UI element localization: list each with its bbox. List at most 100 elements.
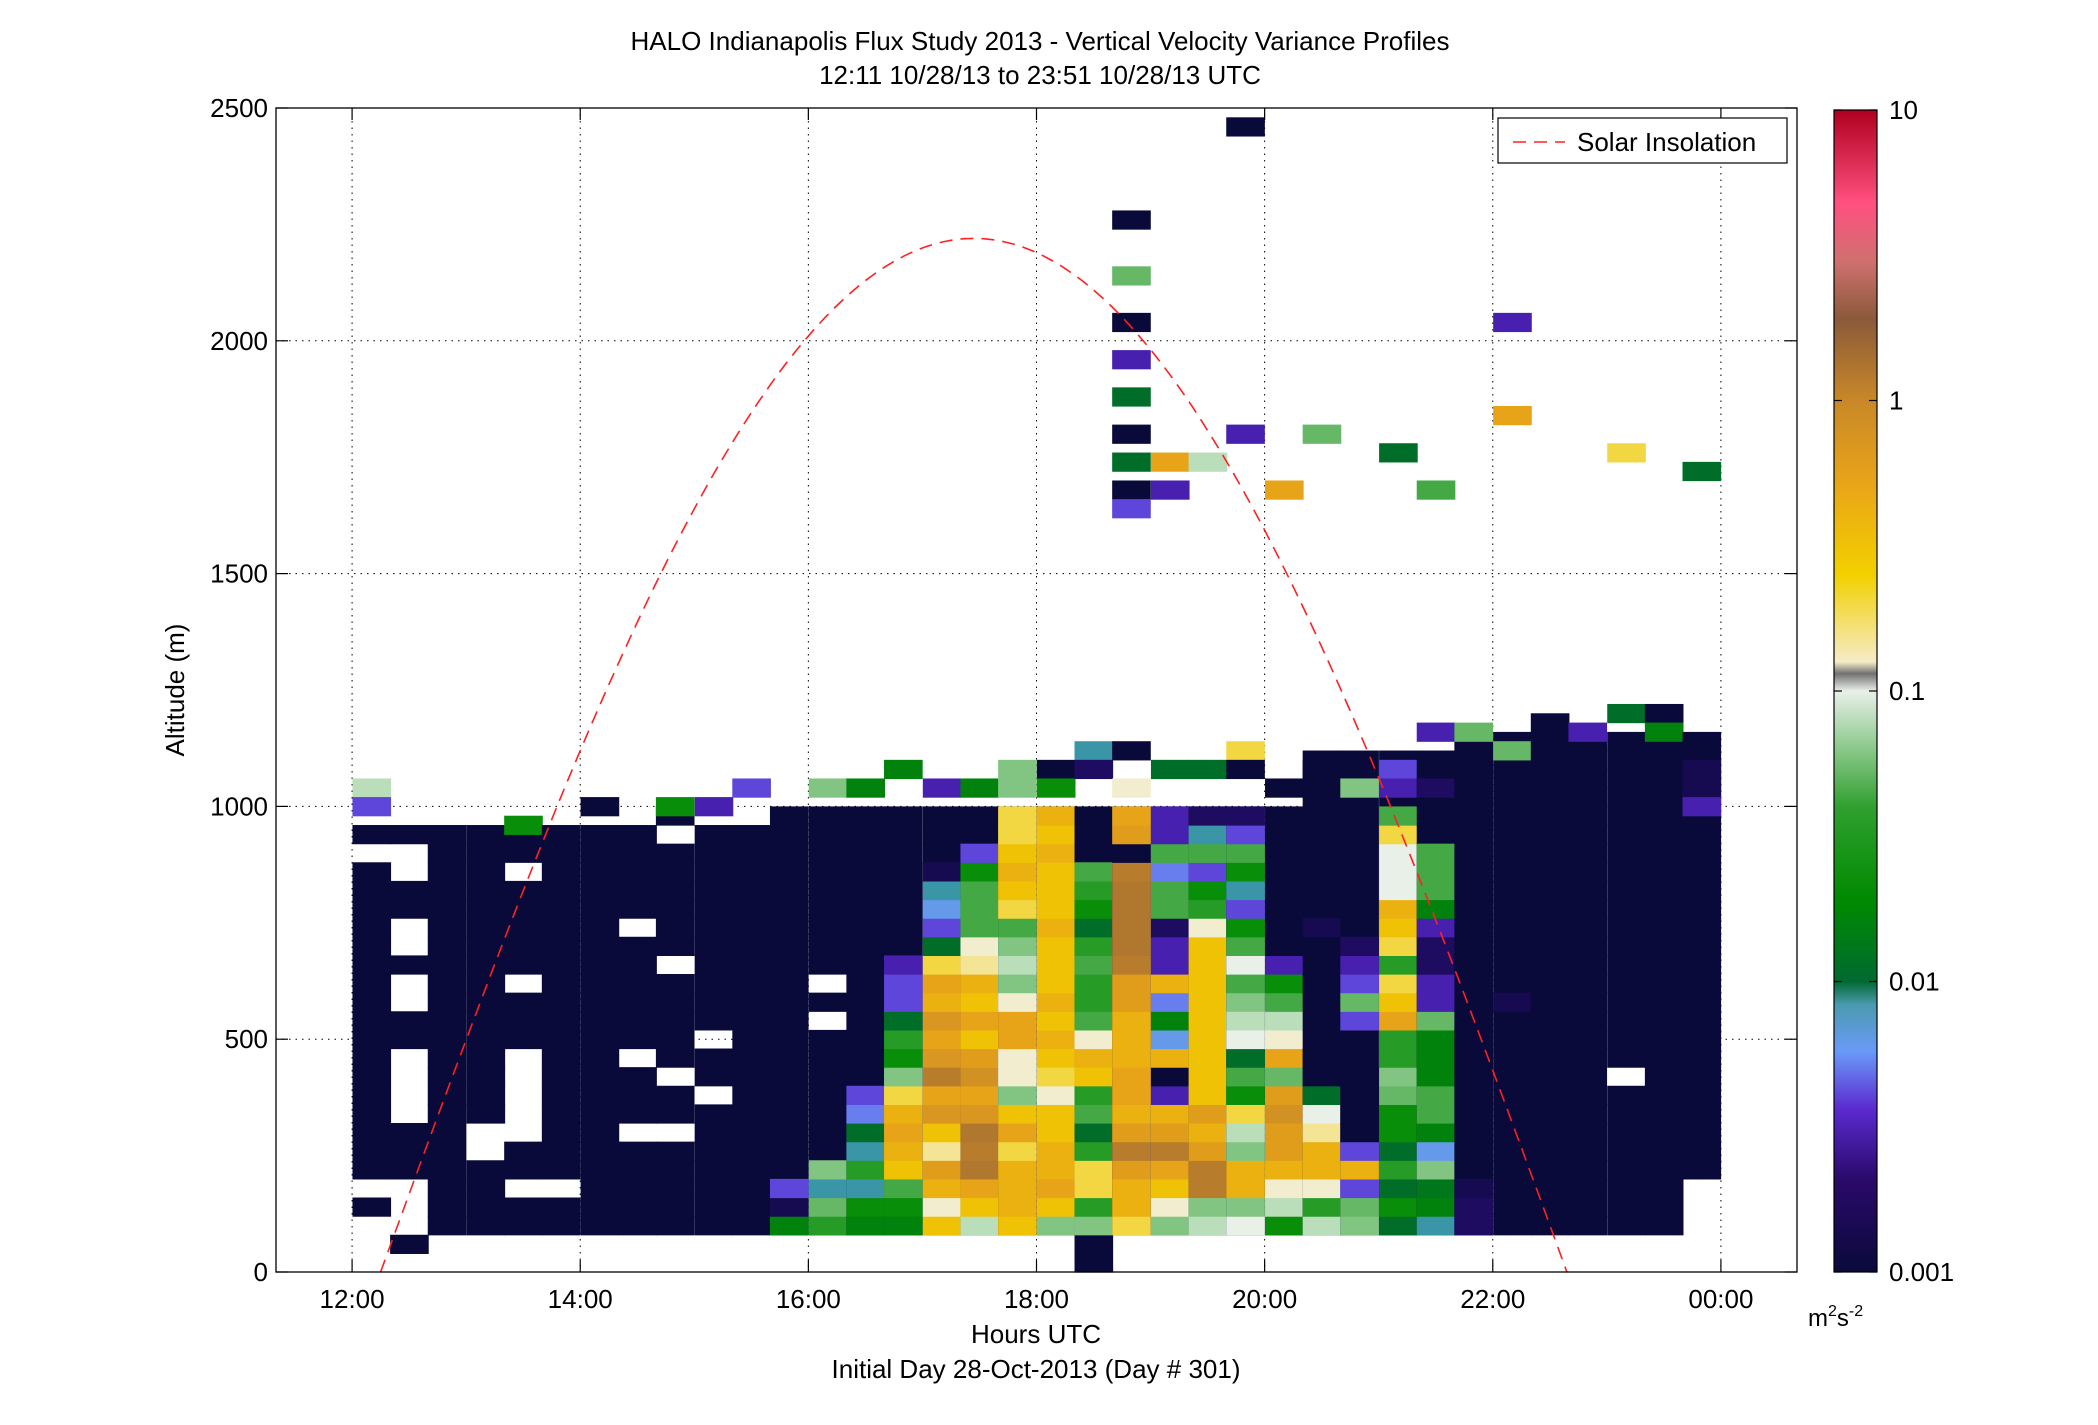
heatmap-cell <box>541 992 581 1012</box>
legend-label-solar-insolation: Solar Insolation <box>1577 127 1756 157</box>
heatmap-cell <box>694 1011 734 1031</box>
heatmap-cell <box>1607 703 1646 724</box>
heatmap-cell <box>1568 1160 1608 1180</box>
colorbar-unit-sup1: 2 <box>1828 1303 1837 1320</box>
heatmap-cell <box>1607 1141 1646 1161</box>
heatmap-cell <box>352 918 392 938</box>
heatmap-cell <box>1607 731 1646 752</box>
heatmap-cell <box>1416 1085 1456 1105</box>
heatmap-cell <box>580 1123 620 1143</box>
heatmap-cell <box>846 1029 886 1050</box>
heatmap-cell <box>694 862 734 882</box>
heatmap-cell <box>732 862 771 882</box>
heatmap-cell <box>1226 1160 1265 1180</box>
heatmap-cell <box>655 992 695 1012</box>
heatmap-cell <box>1340 955 1379 975</box>
heatmap-cell <box>1644 936 1684 956</box>
heatmap-cell <box>1265 480 1304 500</box>
heatmap-cell <box>960 862 1000 882</box>
heatmap-cell <box>1568 1216 1608 1236</box>
heatmap-cell <box>808 899 848 919</box>
heatmap-cell <box>1530 955 1570 975</box>
heatmap-cell <box>580 899 620 919</box>
heatmap-cell <box>1454 750 1493 770</box>
heatmap-cell <box>580 1029 620 1050</box>
heatmap-cell <box>618 936 657 956</box>
heatmap-cell <box>1379 1104 1418 1124</box>
heatmap-cell <box>1568 955 1608 975</box>
y-tick-label: 2500 <box>210 93 268 123</box>
heatmap-cell <box>352 1085 392 1105</box>
heatmap-cell <box>1226 880 1265 901</box>
heatmap-cell <box>1493 1085 1532 1105</box>
heatmap-cell <box>580 1197 620 1217</box>
heatmap-cell <box>580 1085 620 1105</box>
heatmap-cell <box>1302 759 1342 780</box>
heatmap-cell <box>1379 899 1418 919</box>
heatmap-cell <box>1302 899 1342 919</box>
heatmap-cell <box>352 880 392 901</box>
heatmap-cell <box>427 1048 467 1068</box>
heatmap-cell <box>1036 1104 1076 1124</box>
heatmap-cell <box>1493 1029 1532 1050</box>
heatmap-cell <box>541 1085 581 1105</box>
heatmap-cell <box>1340 992 1379 1012</box>
heatmap-cell <box>808 936 848 956</box>
heatmap-cell <box>960 899 1000 919</box>
heatmap-cell <box>541 1141 581 1161</box>
heatmap-cell <box>466 1178 506 1199</box>
heatmap-cell <box>1379 1067 1418 1087</box>
heatmap-cell <box>1302 1141 1342 1161</box>
heatmap-cell <box>1379 1178 1418 1199</box>
heatmap-cell <box>1265 1197 1304 1217</box>
heatmap-cell <box>1493 1067 1532 1087</box>
heatmap-cell <box>1302 1197 1342 1217</box>
heatmap-cell <box>1036 759 1076 780</box>
heatmap-cell <box>998 1067 1037 1087</box>
heatmap-cell <box>1036 806 1076 826</box>
heatmap-cell <box>580 843 620 863</box>
heatmap-cell <box>1112 1011 1151 1031</box>
heatmap-cell <box>1682 778 1722 798</box>
heatmap-cell <box>1607 787 1646 807</box>
heatmap-cell <box>1112 778 1151 798</box>
heatmap-cell <box>1454 1178 1493 1199</box>
heatmap-cell <box>1682 880 1722 901</box>
heatmap-cell <box>655 843 695 863</box>
heatmap-cell <box>732 992 771 1012</box>
heatmap-cell <box>580 1011 620 1031</box>
heatmap-cell <box>1150 452 1190 472</box>
heatmap-cell <box>427 955 467 975</box>
heatmap-cell <box>694 992 734 1012</box>
colorbar-unit-sup2: -2 <box>1849 1303 1863 1320</box>
heatmap-cell <box>1265 825 1304 845</box>
heatmap-cell <box>1302 936 1342 956</box>
heatmap-cell <box>541 880 581 901</box>
heatmap-cell <box>769 992 809 1012</box>
x-axis-label-date: Initial Day 28-Oct-2013 (Day # 301) <box>832 1354 1241 1384</box>
heatmap-cell <box>1150 1048 1190 1068</box>
heatmap-cell <box>1265 843 1304 863</box>
heatmap-cell <box>466 1085 506 1105</box>
heatmap-cell <box>1530 769 1570 789</box>
heatmap-cell <box>1416 806 1456 826</box>
heatmap-cell <box>1644 843 1684 863</box>
heatmap-cell <box>1607 880 1646 901</box>
heatmap-cell <box>1302 1104 1342 1124</box>
heatmap-cell <box>466 1067 506 1087</box>
heatmap-cell <box>352 936 392 956</box>
heatmap-cell <box>1302 992 1342 1012</box>
heatmap-cell <box>922 1197 962 1217</box>
heatmap-cell <box>1530 1178 1570 1199</box>
heatmap-cell <box>694 880 734 901</box>
heatmap-cell <box>1607 1178 1646 1199</box>
heatmap-cell <box>1682 1123 1722 1143</box>
heatmap-cell <box>1607 955 1646 975</box>
heatmap-cell <box>1682 899 1722 919</box>
heatmap-cell <box>1568 1104 1608 1124</box>
heatmap-cell <box>732 1216 771 1236</box>
heatmap-cell <box>1112 1029 1151 1050</box>
heatmap-cell <box>1682 1011 1722 1031</box>
heatmap-cell <box>1150 825 1190 845</box>
heatmap-cell <box>1074 1011 1114 1031</box>
